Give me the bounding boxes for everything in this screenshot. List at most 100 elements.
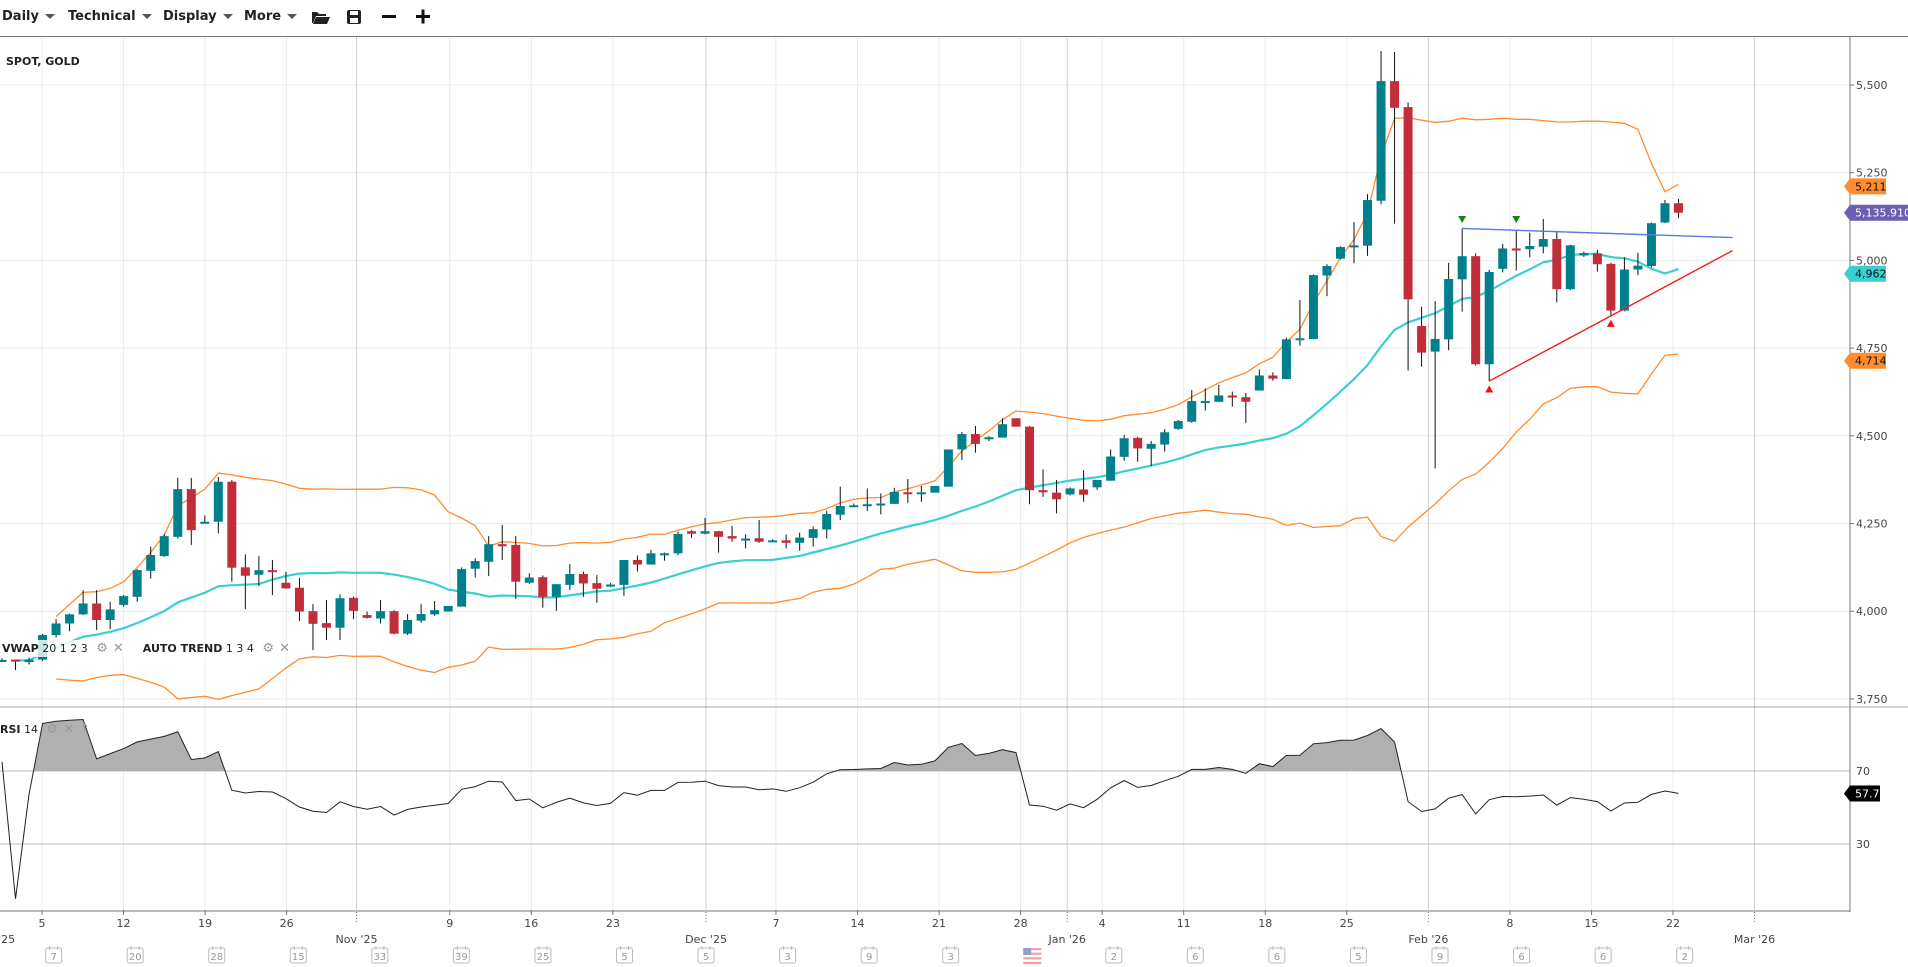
- more-menu[interactable]: More: [244, 9, 298, 24]
- candle-body-up: [1119, 438, 1129, 457]
- zoom-out-icon[interactable]: [378, 6, 400, 28]
- display-menu[interactable]: Display: [163, 9, 233, 24]
- candle-body-up: [78, 603, 88, 615]
- calendar-event-icon: [1349, 947, 1367, 964]
- candle: [1227, 391, 1237, 407]
- zoom-in-icon[interactable]: [412, 6, 434, 28]
- candle: [1133, 436, 1143, 462]
- candle: [768, 539, 778, 543]
- month-tick-label: Jan '26: [1047, 933, 1085, 946]
- calendar-event-icon: [779, 947, 797, 964]
- candle: [903, 478, 913, 503]
- rsi-level-label: 30: [1856, 838, 1870, 851]
- price-tick-label: 4,500: [1856, 430, 1888, 443]
- candle-body-down: [349, 597, 359, 611]
- candle-body-up: [1349, 245, 1359, 248]
- candle-body-up: [1335, 247, 1345, 259]
- vwap-line: [15, 252, 1679, 662]
- candle-body-up: [146, 555, 156, 571]
- candle-body-up: [1092, 480, 1102, 488]
- candle-body-down: [727, 536, 737, 539]
- candle-body-up: [443, 605, 453, 612]
- flag-stripe: [1023, 959, 1042, 962]
- candle: [822, 510, 832, 539]
- candle-body-down: [592, 583, 602, 589]
- chevron-down-icon: [222, 14, 233, 19]
- candle-body-up: [200, 521, 210, 524]
- candle: [754, 519, 764, 543]
- candle: [186, 477, 196, 545]
- candle: [970, 425, 980, 453]
- price-tag-last_price-shape: [1844, 204, 1908, 221]
- candle-body-up: [1160, 432, 1170, 445]
- calendar-event-count: 7: [50, 952, 56, 963]
- candle-body-down: [511, 544, 521, 582]
- candle: [1673, 199, 1683, 218]
- symbol-legend: SPOT, GOLD: [6, 55, 80, 68]
- candle-body-down: [497, 544, 507, 547]
- candle: [781, 534, 791, 549]
- candle: [551, 584, 561, 611]
- candle: [213, 476, 223, 534]
- candle-body-down: [362, 615, 372, 618]
- candle-body-down: [1471, 256, 1481, 365]
- rsi-settings-gear-icon[interactable]: ⚙: [46, 722, 59, 737]
- date-tick-label: 8: [1506, 917, 1513, 930]
- candle: [1025, 425, 1035, 505]
- candle: [146, 546, 156, 579]
- candle: [1349, 222, 1359, 264]
- trendline-resistance: [1462, 227, 1733, 239]
- autotrend-settings-gear-icon[interactable]: ⚙: [262, 641, 275, 656]
- candle: [403, 614, 413, 636]
- price-tick-label: 4,750: [1856, 342, 1888, 355]
- rsi-value-tag-shape: [1844, 785, 1880, 802]
- calendar-event-icon: [45, 947, 63, 964]
- calendar-event-count: 6: [1518, 952, 1524, 963]
- candle-body-down: [538, 577, 548, 597]
- candle: [1308, 274, 1318, 340]
- calendar-event-count: 2: [1111, 952, 1117, 963]
- move-up-arrow-icon[interactable]: ↑: [79, 722, 90, 737]
- candle: [1295, 300, 1305, 346]
- calendar-event-icon: [1431, 947, 1449, 964]
- display-label: Display: [163, 9, 217, 24]
- vwap-remove-close-icon[interactable]: ✕: [112, 641, 124, 656]
- rsi-remove-close-icon[interactable]: ✕: [63, 722, 75, 737]
- candle: [1606, 262, 1616, 317]
- candle-body-up: [768, 540, 778, 543]
- candle-body-down: [1268, 375, 1278, 379]
- autotrend-params: 1 3 4: [225, 642, 254, 655]
- candle-body-up: [1065, 488, 1075, 495]
- flag-stripe: [1023, 957, 1042, 960]
- candle-body-up: [1457, 256, 1467, 280]
- calendar-event-icon: [126, 947, 144, 964]
- candle-body-up: [1281, 339, 1291, 379]
- calendar-event-icon: [1676, 947, 1694, 964]
- candle: [200, 515, 210, 524]
- price-tag-last_price: 5,135.910: [1844, 204, 1908, 221]
- candle: [1498, 243, 1508, 273]
- lower-band-line: [56, 353, 1679, 701]
- candle-body-down: [1079, 489, 1089, 495]
- candle: [1173, 420, 1183, 430]
- save-icon[interactable]: [343, 6, 365, 28]
- indicator-legend: VWAP 20 1 2 3 ⚙ ✕ AUTO TREND 1 3 4 ⚙ ✕: [0, 640, 292, 657]
- autotrend-remove-close-icon[interactable]: ✕: [279, 641, 290, 656]
- vwap-settings-gear-icon[interactable]: ⚙: [96, 641, 108, 656]
- candle-body-up: [1619, 269, 1629, 311]
- candle-body-up: [1646, 223, 1656, 267]
- open-folder-icon[interactable]: [309, 6, 331, 28]
- candle-body-up: [105, 609, 115, 620]
- month-tick-label: Dec '25: [685, 933, 727, 946]
- candle: [714, 530, 724, 553]
- candle: [457, 567, 467, 607]
- candle-body-up: [1214, 395, 1224, 402]
- interval-menu[interactable]: Daily: [2, 9, 55, 24]
- candle: [1565, 244, 1575, 291]
- candle: [443, 605, 453, 612]
- technical-menu[interactable]: Technical: [68, 9, 152, 24]
- candle-body-up: [646, 553, 656, 565]
- candle-body-up: [1187, 401, 1197, 422]
- chevron-down-icon: [141, 14, 152, 19]
